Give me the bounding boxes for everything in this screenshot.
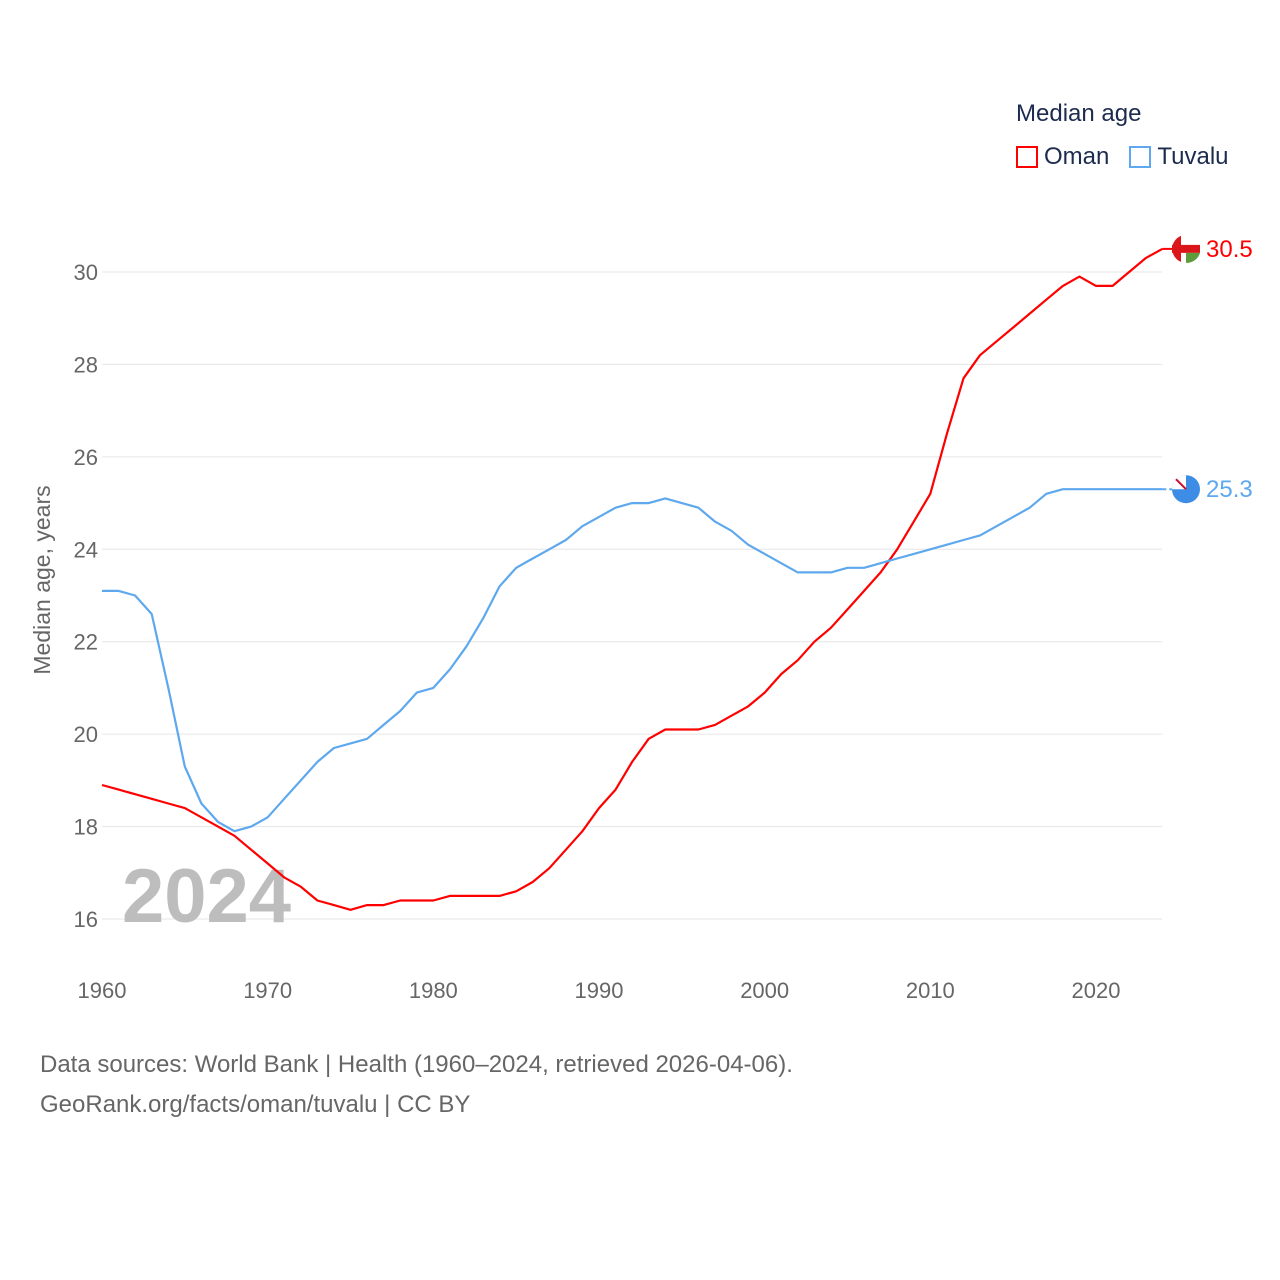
y-tick-label: 22: [74, 630, 98, 655]
data-source-text: Data sources: World Bank | Health (1960–…: [40, 1051, 793, 1078]
legend-item-tuvalu[interactable]: Tuvalu: [1129, 143, 1229, 171]
legend-label-oman: Oman: [1044, 143, 1110, 170]
x-tick-label: 1990: [575, 978, 624, 1003]
y-tick-label: 28: [74, 352, 98, 377]
x-tick-label: 1960: [78, 978, 127, 1003]
end-value-label-oman: 30.5: [1206, 236, 1253, 263]
legend: Oman Tuvalu: [1016, 143, 1229, 171]
year-label: 2024: [122, 854, 291, 939]
x-tick-label: 2010: [906, 978, 955, 1003]
y-tick-label: 30: [74, 260, 98, 285]
series-line-tuvalu: [102, 488, 1163, 833]
flag-band: [1172, 244, 1200, 253]
legend-swatch-tuvalu: [1129, 146, 1152, 168]
x-tick-label: 2000: [740, 978, 789, 1003]
footer: Data sources: World Bank | Health (1960–…: [40, 1045, 793, 1125]
x-tick-label: 1980: [409, 978, 458, 1003]
legend-label-tuvalu: Tuvalu: [1157, 143, 1229, 170]
series-line-oman: [101, 247, 1163, 911]
y-tick-label: 26: [74, 445, 98, 470]
attribution-link[interactable]: GeoRank.org/facts/oman/tuvalu | CC BY: [40, 1091, 471, 1118]
x-tick-label: 1970: [243, 978, 292, 1003]
y-tick-label: 16: [74, 907, 98, 932]
x-tick-label: 2020: [1072, 978, 1121, 1003]
flag-cross: [1175, 478, 1187, 490]
flag-green: [1186, 252, 1200, 263]
legend-item-oman[interactable]: Oman: [1016, 143, 1109, 171]
flag-hoist: [1172, 235, 1181, 262]
legend-title: Median age: [1016, 100, 1142, 127]
legend-swatch-oman: [1016, 146, 1038, 168]
flag-icon-oman: [1172, 234, 1200, 263]
end-value-label-tuvalu: 25.3: [1206, 476, 1253, 503]
y-tick-label: 18: [74, 815, 98, 840]
y-tick-label: 24: [74, 537, 98, 562]
y-tick-label: 20: [74, 722, 98, 747]
flag-icon-tuvalu: [1172, 475, 1200, 504]
y-axis-label: Median age, years: [29, 485, 55, 674]
